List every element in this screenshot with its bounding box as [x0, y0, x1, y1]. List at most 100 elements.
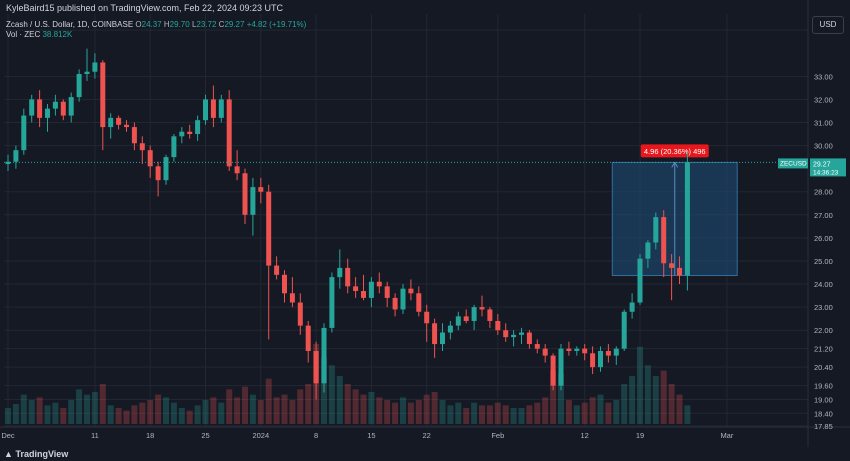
- candle-body[interactable]: [376, 281, 382, 287]
- candle-body[interactable]: [52, 101, 58, 109]
- candle-body[interactable]: [669, 263, 675, 268]
- volume-bar: [613, 400, 620, 424]
- candle-body[interactable]: [653, 217, 659, 243]
- candle-body[interactable]: [590, 353, 596, 368]
- candle-body[interactable]: [171, 136, 177, 158]
- candle-body[interactable]: [598, 350, 603, 368]
- measure-arrow-head: [671, 161, 679, 168]
- candle-body[interactable]: [76, 74, 82, 98]
- volume-bar: [605, 402, 612, 424]
- candle-body[interactable]: [29, 99, 35, 116]
- candle-body[interactable]: [408, 288, 414, 294]
- candle-body[interactable]: [147, 150, 153, 167]
- candle-body[interactable]: [566, 348, 572, 351]
- candle-body[interactable]: [645, 242, 651, 259]
- candle-body[interactable]: [637, 258, 643, 303]
- price-axis[interactable]: 35.0033.0032.0031.0030.0028.0027.0026.00…: [814, 26, 833, 431]
- candle-body[interactable]: [613, 348, 619, 356]
- candle-body[interactable]: [605, 350, 611, 356]
- candle-body[interactable]: [432, 323, 438, 345]
- candle-body[interactable]: [116, 117, 122, 125]
- candle-body[interactable]: [526, 332, 532, 345]
- candle-body[interactable]: [250, 187, 256, 215]
- candle-body[interactable]: [684, 162, 690, 276]
- candle-body[interactable]: [45, 108, 50, 118]
- tradingview-logo[interactable]: ▲ TradingView: [4, 449, 68, 459]
- candle-body[interactable]: [68, 97, 74, 116]
- candle-body[interactable]: [361, 290, 366, 298]
- candle-body[interactable]: [274, 265, 280, 275]
- candle-body[interactable]: [289, 293, 295, 303]
- candle-body[interactable]: [108, 117, 114, 128]
- candle-body[interactable]: [210, 99, 216, 118]
- candle-body[interactable]: [313, 350, 319, 384]
- price-tick-label: 22.00: [814, 326, 833, 335]
- candle-body[interactable]: [13, 150, 19, 162]
- candle-body[interactable]: [203, 99, 208, 121]
- candle-body[interactable]: [400, 288, 406, 310]
- candle-body[interactable]: [21, 115, 27, 151]
- candle-body[interactable]: [139, 143, 145, 151]
- candle-body[interactable]: [131, 127, 137, 144]
- measure-annotation[interactable]: 4.96 (20.36%) 496: [611, 144, 738, 277]
- candle-body[interactable]: [84, 71, 90, 75]
- candle-body[interactable]: [519, 332, 524, 335]
- candle-body[interactable]: [305, 325, 311, 351]
- candle-body[interactable]: [677, 267, 682, 276]
- candle-body[interactable]: [384, 286, 390, 298]
- candle-body[interactable]: [297, 302, 303, 326]
- candle-body[interactable]: [455, 316, 461, 326]
- candle-body[interactable]: [187, 131, 193, 135]
- candle-body[interactable]: [60, 101, 66, 116]
- candle-body[interactable]: [416, 293, 422, 312]
- candle-body[interactable]: [621, 311, 627, 349]
- candle-body[interactable]: [337, 267, 343, 278]
- candle-body[interactable]: [629, 302, 635, 312]
- candle-body[interactable]: [424, 311, 430, 324]
- candlesticks[interactable]: [5, 48, 690, 400]
- candle-body[interactable]: [266, 191, 272, 266]
- candle-body[interactable]: [495, 320, 501, 331]
- candle-body[interactable]: [345, 267, 351, 287]
- candle-body[interactable]: [329, 277, 335, 328]
- candle-body[interactable]: [542, 348, 548, 356]
- volume-bar: [194, 405, 201, 424]
- candle-body[interactable]: [574, 348, 580, 351]
- volume-bar: [163, 397, 169, 424]
- candle-body[interactable]: [218, 99, 224, 118]
- candle-body[interactable]: [368, 281, 374, 298]
- candle-body[interactable]: [258, 187, 264, 192]
- candle-body[interactable]: [100, 62, 106, 128]
- candle-body[interactable]: [353, 286, 359, 291]
- candle-body[interactable]: [463, 316, 469, 321]
- candle-body[interactable]: [226, 99, 232, 167]
- candle-body[interactable]: [242, 173, 248, 215]
- candle-body[interactable]: [92, 62, 98, 72]
- candle-body[interactable]: [550, 355, 556, 386]
- change-value: +4.82 (+19.71%): [246, 20, 307, 29]
- candle-body[interactable]: [37, 99, 43, 118]
- candle-body[interactable]: [321, 327, 327, 384]
- candle-body[interactable]: [661, 217, 667, 264]
- candle-body[interactable]: [392, 297, 398, 310]
- candle-body[interactable]: [471, 307, 477, 321]
- candle-body[interactable]: [155, 166, 161, 181]
- candle-body[interactable]: [234, 166, 240, 174]
- candle-body[interactable]: [487, 309, 493, 321]
- candle-body[interactable]: [503, 330, 509, 338]
- candle-body[interactable]: [179, 131, 185, 137]
- candle-body[interactable]: [440, 332, 445, 345]
- candle-body[interactable]: [163, 157, 169, 181]
- time-axis[interactable]: Dec 11 18 25 2024 8 15 22 Feb 12 19 Mar: [1, 431, 734, 440]
- candle-body[interactable]: [582, 348, 588, 354]
- candle-body[interactable]: [447, 325, 453, 333]
- candle-body[interactable]: [282, 274, 287, 294]
- candle-body[interactable]: [558, 348, 564, 386]
- candle-body[interactable]: [195, 120, 201, 135]
- candle-body[interactable]: [511, 334, 517, 338]
- candle-body[interactable]: [534, 344, 540, 349]
- currency-button[interactable]: USD: [812, 16, 844, 34]
- candle-body[interactable]: [479, 307, 485, 310]
- candle-body[interactable]: [124, 124, 129, 128]
